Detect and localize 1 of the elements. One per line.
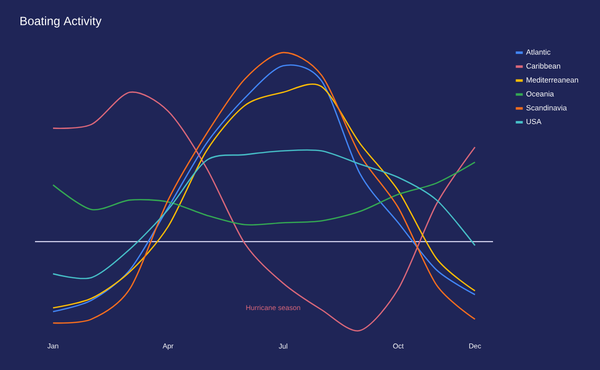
chart-title: Boating Activity	[20, 16, 102, 28]
